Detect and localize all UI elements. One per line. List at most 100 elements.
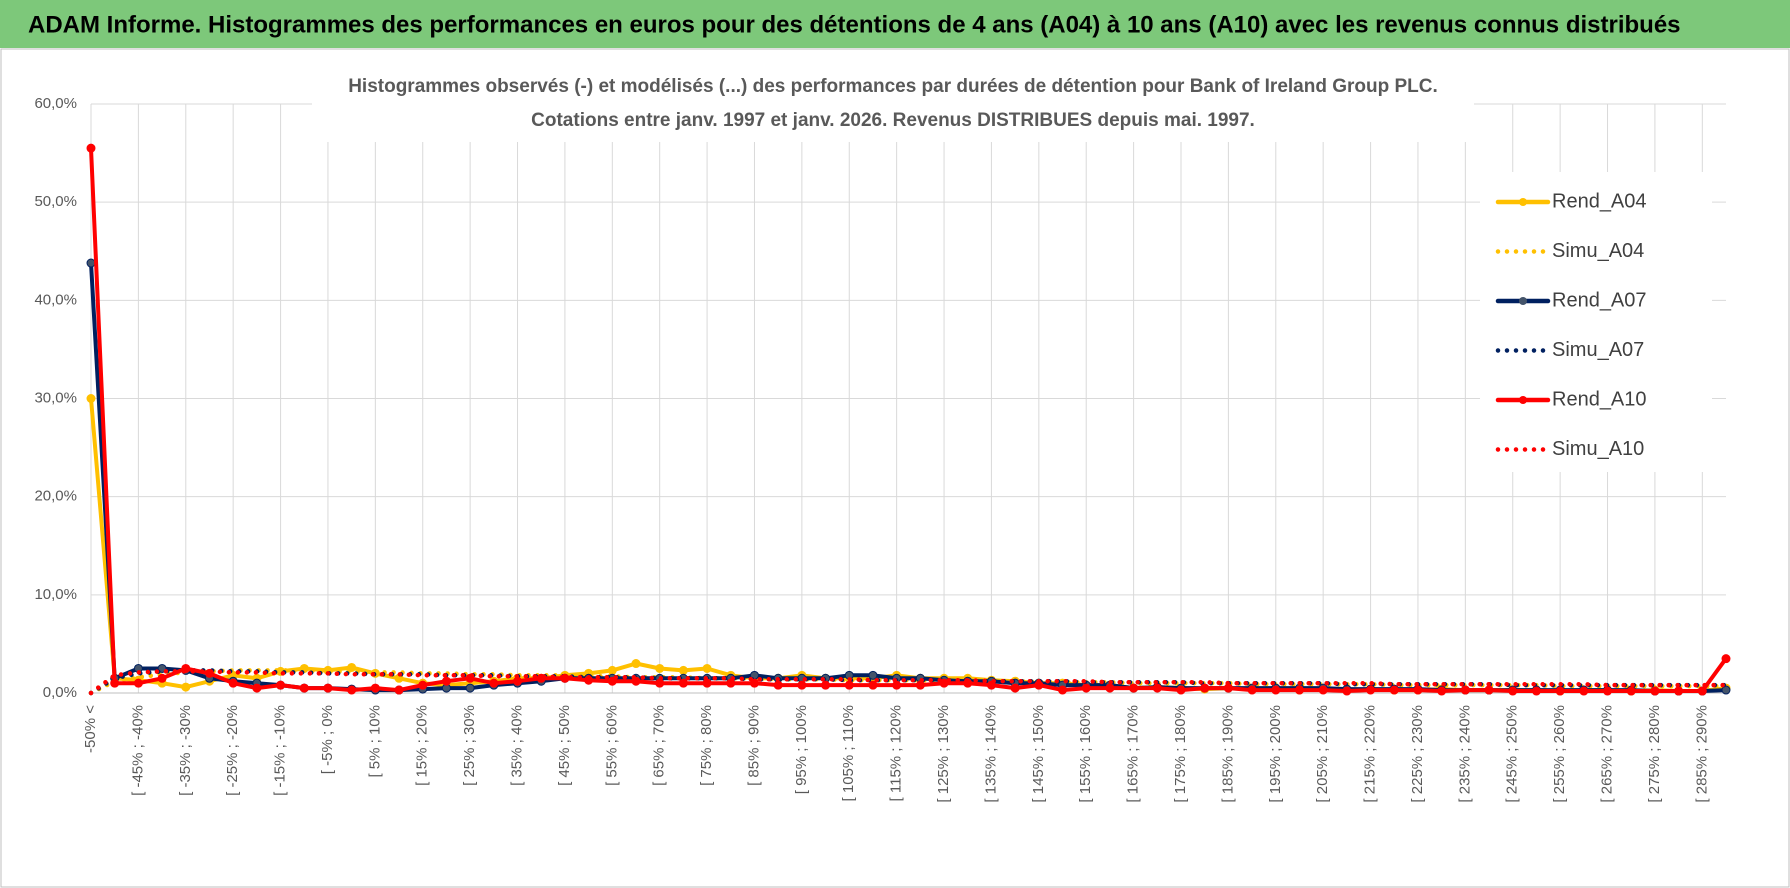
data-point	[418, 680, 428, 690]
data-point	[252, 683, 262, 693]
data-point	[86, 258, 96, 268]
data-point	[86, 143, 96, 153]
data-point	[915, 680, 925, 690]
data-point	[86, 394, 96, 403]
grid: 0,0% 10,0% 20,0% 30,0% 40,0% 50,0% 60,0% -50% <…	[34, 95, 1726, 803]
x-tick-label: [ 195% ; 200%	[1267, 705, 1284, 803]
data-point	[465, 683, 475, 693]
data-point	[1437, 686, 1447, 696]
data-point	[110, 678, 120, 688]
data-point	[655, 663, 665, 673]
data-point	[228, 678, 238, 688]
x-tick-label: [ 205% ; 210%	[1314, 705, 1331, 803]
data-point	[489, 678, 499, 688]
legend-label: Rend_A10	[1552, 388, 1647, 410]
x-tick-label: [ 185% ; 190%	[1219, 705, 1236, 803]
legend-label: Simu_A07	[1552, 339, 1644, 361]
title-background	[312, 66, 1474, 142]
header-band	[0, 0, 1790, 48]
data-point	[1721, 654, 1731, 664]
data-point	[868, 670, 878, 680]
data-point	[1413, 685, 1423, 695]
x-tick-label: [ 15% ; 20%	[414, 705, 431, 786]
data-point	[702, 678, 712, 688]
legend-label: Rend_A07	[1552, 289, 1647, 311]
data-point	[821, 680, 831, 690]
data-point	[1484, 685, 1494, 695]
y-tick-label: 40,0%	[34, 291, 77, 308]
legend-background	[1480, 172, 1712, 472]
legend: Rend_A04 Simu_A04 Rend_A07 Simu_A07 Rend_A10…	[1495, 190, 1647, 460]
x-tick-label: [ 225% ; 230%	[1409, 705, 1426, 803]
data-point	[323, 683, 333, 693]
data-point	[299, 683, 309, 693]
x-tick-label: [ 55% ; 60%	[603, 705, 620, 786]
data-point	[1460, 685, 1470, 695]
data-point	[1579, 686, 1589, 696]
data-point	[844, 680, 854, 690]
data-point	[1129, 683, 1139, 693]
x-tick-label: [ 265% ; 270%	[1598, 705, 1615, 803]
data-point	[157, 673, 167, 683]
x-tick-label: [ -5% ; 0%	[319, 705, 336, 774]
y-tick-label: 10,0%	[34, 586, 77, 603]
data-point	[276, 680, 286, 690]
x-tick-label: [ 5% ; 10%	[366, 705, 383, 778]
data-point	[1176, 685, 1186, 695]
plot-area	[86, 143, 1731, 696]
data-point	[1366, 685, 1376, 695]
x-tick-label: [ 135% ; 140%	[982, 705, 999, 803]
data-point	[702, 663, 712, 673]
x-tick-label: [ -25% ; -20%	[224, 705, 241, 796]
data-point	[181, 682, 191, 692]
x-tick-label: [ 275% ; 280%	[1646, 705, 1663, 803]
x-tick-label: [ -45% ; -40%	[129, 705, 146, 796]
data-point	[1200, 683, 1210, 693]
data-point	[607, 676, 617, 686]
legend-label: Simu_A04	[1552, 240, 1644, 262]
data-point	[1389, 685, 1399, 695]
data-point	[1342, 686, 1352, 696]
y-tick-label: 20,0%	[34, 488, 77, 505]
data-point	[441, 676, 451, 686]
data-point	[1531, 686, 1541, 696]
x-tick-label: [ 235% ; 240%	[1456, 705, 1473, 803]
x-tick-label: [ 75% ; 80%	[698, 705, 715, 786]
y-tick-label: 0,0%	[43, 684, 77, 701]
data-point	[1318, 685, 1328, 695]
legend-marker	[1519, 297, 1527, 305]
data-point	[939, 678, 949, 688]
x-tick-label: [ 245% ; 250%	[1504, 705, 1521, 803]
simulated-line	[88, 669, 1729, 696]
y-tick-label: 60,0%	[34, 95, 77, 112]
x-tick-label: [ 95% ; 100%	[793, 705, 810, 794]
data-point	[370, 683, 380, 693]
data-point	[1081, 683, 1091, 693]
data-point	[607, 665, 617, 675]
data-point	[797, 680, 807, 690]
data-point	[1294, 685, 1304, 695]
data-point	[1152, 683, 1162, 693]
data-point	[773, 680, 783, 690]
data-point	[1697, 686, 1707, 696]
data-point	[868, 680, 878, 690]
observed-line	[89, 146, 1728, 693]
x-tick-label: [ 145% ; 150%	[1030, 705, 1047, 803]
x-tick-label: [ 125% ; 130%	[935, 705, 952, 803]
data-point	[1674, 686, 1684, 696]
data-point	[394, 685, 404, 695]
data-point	[1508, 686, 1518, 696]
x-tick-label: [ 45% ; 50%	[556, 705, 573, 786]
x-tick-label: [ 165% ; 170%	[1125, 705, 1142, 803]
x-tick-label: -50% <	[82, 705, 99, 753]
legend-marker	[1519, 198, 1527, 206]
data-point	[1247, 685, 1257, 695]
data-point	[1650, 686, 1660, 696]
data-point	[1010, 683, 1020, 693]
x-tick-label: [ 175% ; 180%	[1172, 705, 1189, 803]
x-tick-label: [ 115% ; 120%	[888, 705, 905, 801]
data-point	[892, 680, 902, 690]
